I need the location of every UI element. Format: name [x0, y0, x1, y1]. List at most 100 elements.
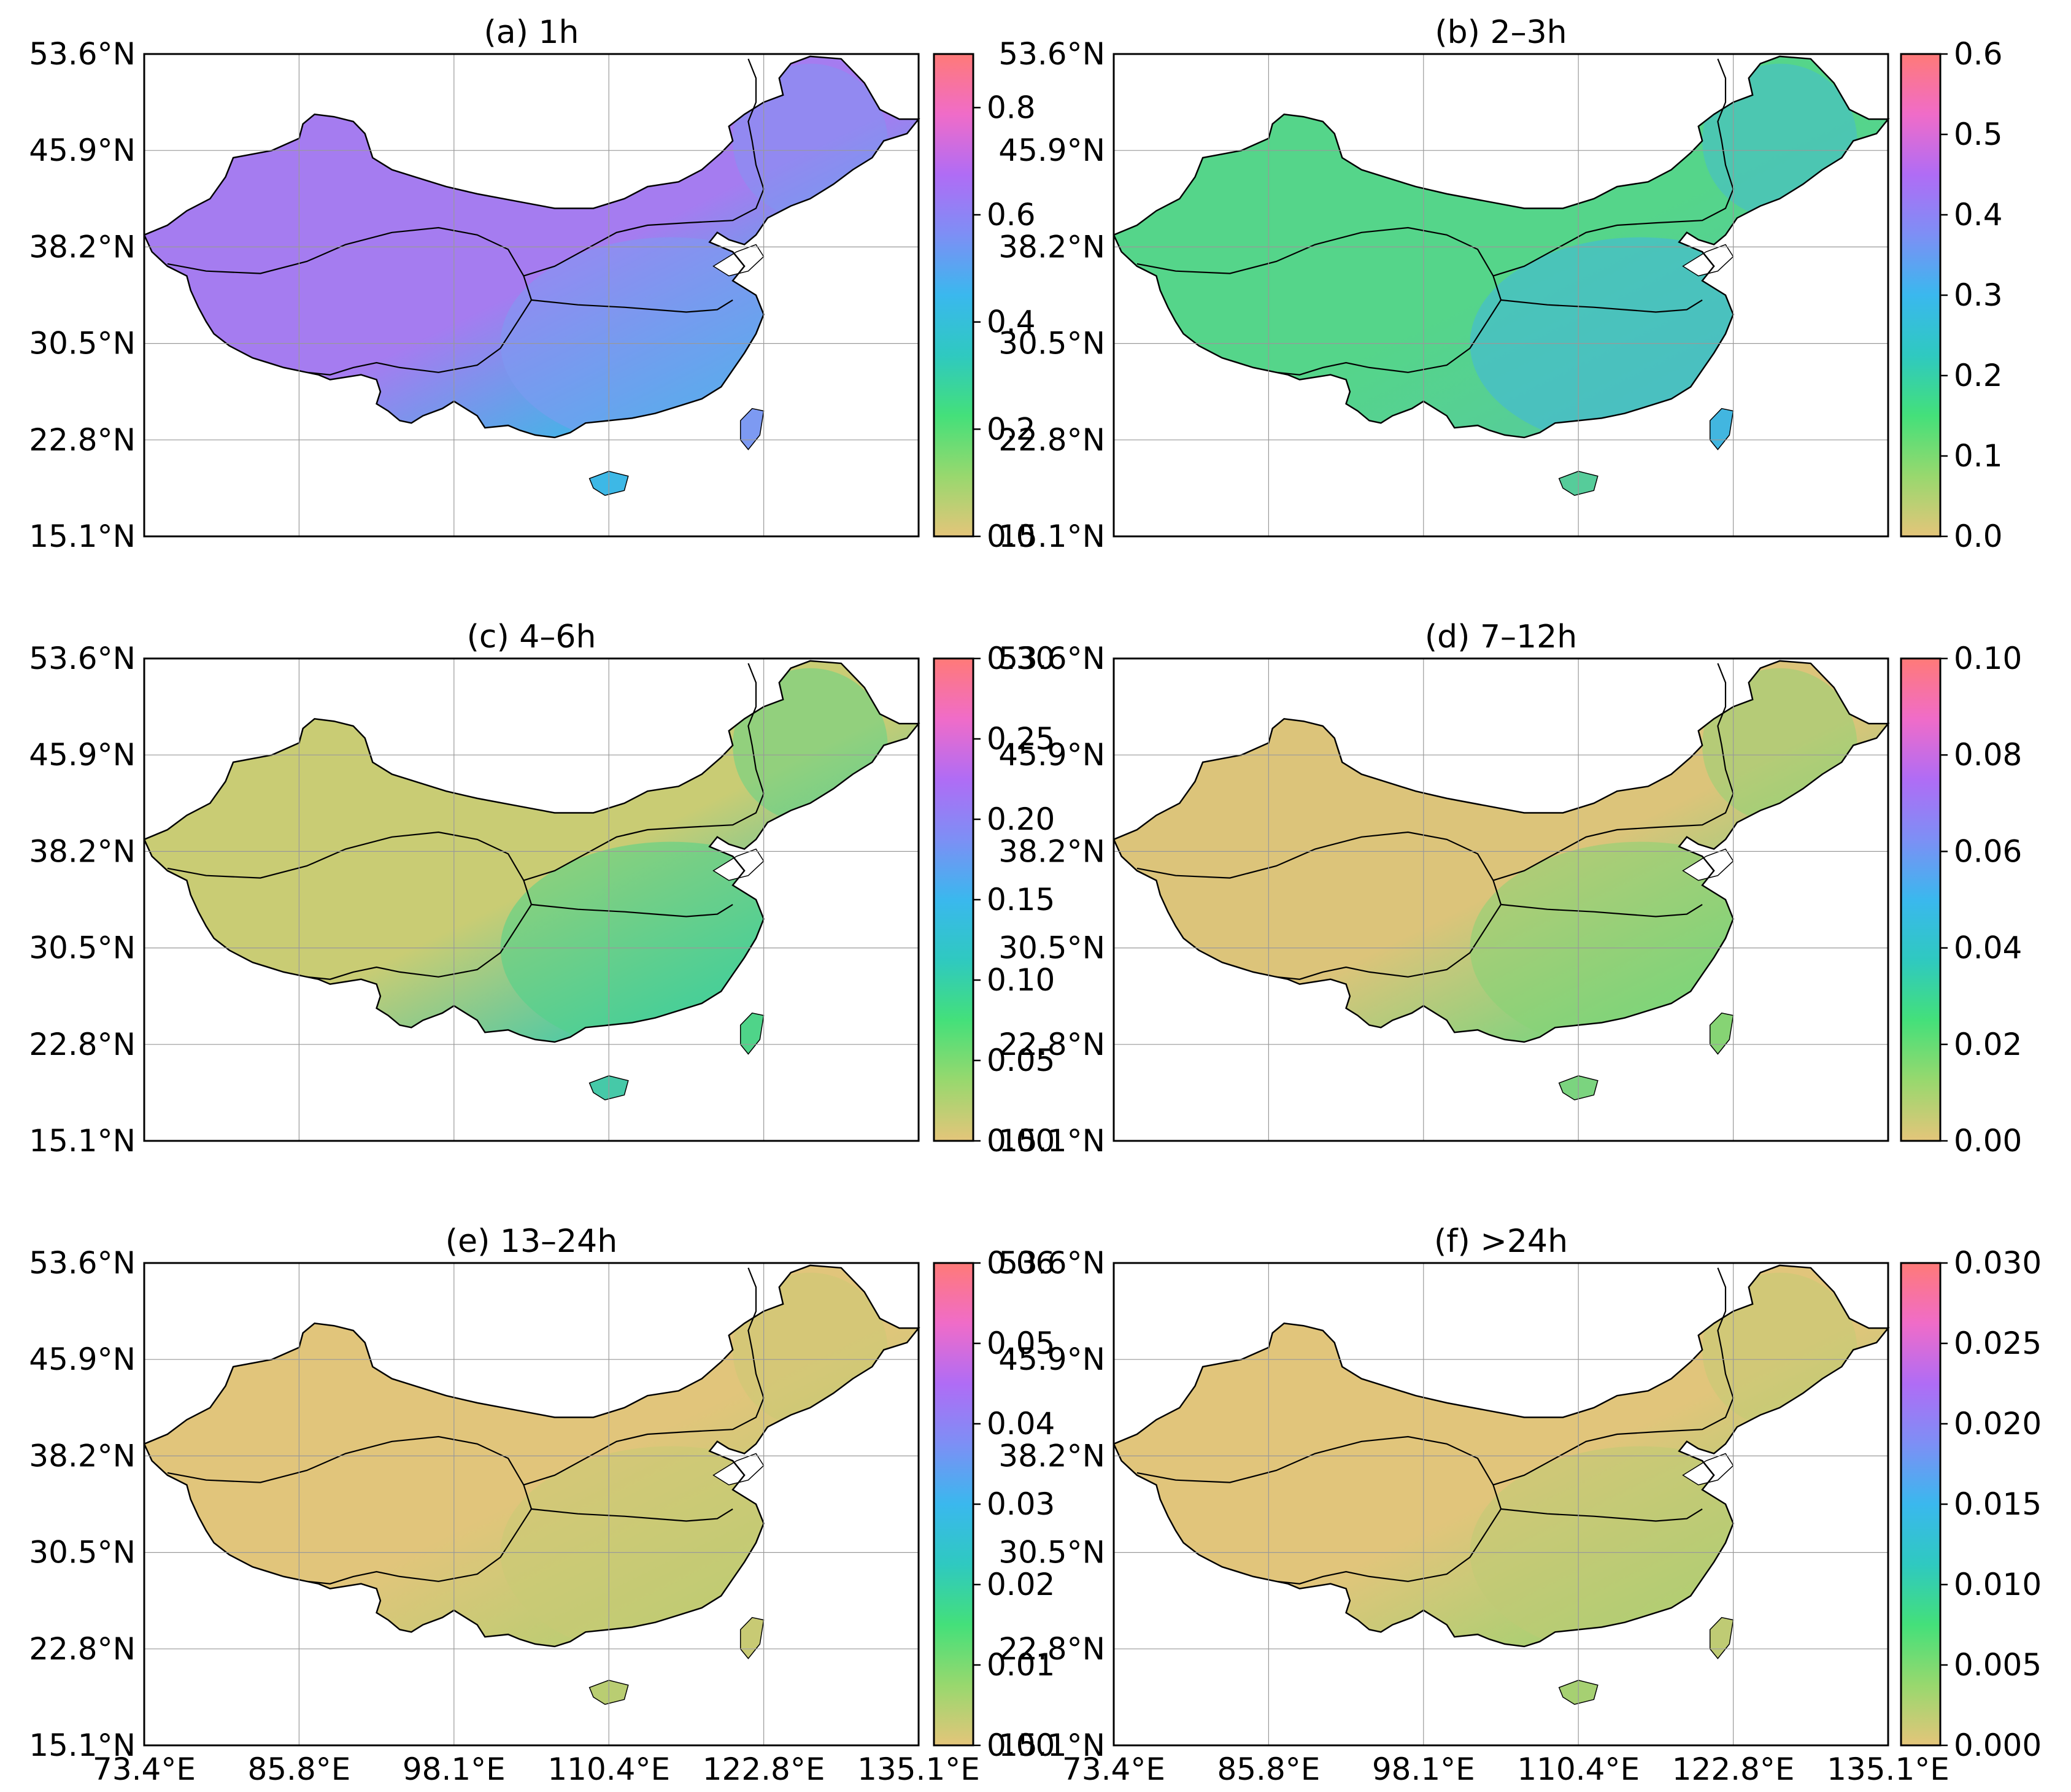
colorbar-tick-e-0: 0.00 — [987, 1728, 1055, 1763]
lat-tick-b-4: 22.8°N — [998, 422, 1105, 458]
colorbar-tick-a-1: 0.2 — [987, 411, 1036, 447]
region-boundary-b-3 — [1493, 188, 1734, 277]
lat-tick-b-1: 45.9°N — [998, 133, 1105, 168]
lon-tick-e-4: 122.8°E — [703, 1751, 825, 1787]
taiwan-f — [1709, 1616, 1734, 1659]
region-boundary-d-2 — [1500, 903, 1703, 917]
colorbar-tick-f-6: 0.030 — [1954, 1245, 2042, 1281]
panel-title-a: (a) 1h — [484, 14, 579, 51]
lat-tick-f-1: 45.9°N — [998, 1342, 1105, 1377]
lat-tick-c-1: 45.9°N — [29, 737, 136, 773]
taiwan-b — [1709, 407, 1734, 450]
region-boundary-c-3 — [523, 793, 765, 881]
colorbar-tick-d-0: 0.00 — [1954, 1123, 2022, 1159]
colorbar-tick-a-2: 0.4 — [987, 304, 1036, 340]
colorbar-tick-d-4: 0.08 — [1954, 737, 2022, 773]
colorbar-tick-b-4: 0.4 — [1954, 197, 2003, 233]
region-boundary-a-2 — [531, 299, 733, 313]
taiwan-e — [739, 1616, 765, 1659]
lat-tick-e-2: 38.2°N — [29, 1438, 136, 1473]
lon-tick-e-1: 85.8°E — [247, 1751, 350, 1787]
lat-tick-a-5: 15.1°N — [29, 519, 136, 554]
lat-tick-a-1: 45.9°N — [29, 133, 136, 168]
lon-tick-e-2: 98.1°E — [403, 1751, 506, 1787]
lat-tick-c-2: 38.2°N — [29, 833, 136, 869]
colorbar-f — [1900, 1262, 1942, 1747]
region-boundary-e-3 — [523, 1397, 765, 1486]
country-outline-a — [143, 55, 920, 439]
lat-tick-a-0: 53.6°N — [29, 36, 136, 72]
lat-tick-f-2: 38.2°N — [998, 1438, 1105, 1473]
colorbar-tick-d-2: 0.04 — [1954, 930, 2022, 966]
map-panel-f: (f) >24h 53.6°N 45.9°N 38.2°N 30.5°N 22.8°N 15… — [998, 1223, 2042, 1787]
colorbar-tick-e-5: 0.05 — [987, 1326, 1055, 1361]
colorbar-tick-c-3: 0.15 — [987, 882, 1055, 917]
region-boundary-b-2 — [1500, 299, 1703, 313]
colorbar-a — [933, 53, 974, 538]
map-panel-d: (d) 7–12h 53.6°N 45.9°N 38.2°N 30.5°N 22.8°N 1… — [998, 619, 2022, 1159]
colorbar-tick-e-2: 0.02 — [987, 1567, 1055, 1602]
lat-tick-a-2: 38.2°N — [29, 229, 136, 265]
lat-tick-d-4: 22.8°N — [998, 1027, 1105, 1062]
lat-tick-d-1: 45.9°N — [998, 737, 1105, 773]
lon-tick-e-5: 135.1°E — [857, 1751, 980, 1787]
region-boundary-f-2 — [1500, 1508, 1703, 1522]
map-frame-a — [143, 53, 920, 538]
lon-tick-f-1: 85.8°E — [1217, 1751, 1320, 1787]
taiwan-c — [739, 1012, 765, 1055]
colorbar-tick-f-2: 0.010 — [1954, 1567, 2042, 1602]
region-boundary-c-4 — [747, 663, 765, 794]
colorbar-tick-d-3: 0.06 — [1954, 833, 2022, 869]
taiwan-a — [739, 407, 765, 450]
map-panel-a: (a) 1h 53.6°N 45.9°N 38.2°N 30.5°N 22.8°N 15.1… — [29, 14, 1035, 554]
lat-tick-f-4: 22.8°N — [998, 1631, 1105, 1667]
lat-tick-a-3: 30.5°N — [29, 326, 136, 361]
panel-title-f: (f) >24h — [1434, 1223, 1568, 1260]
region-boundary-f-3 — [1493, 1397, 1734, 1486]
lat-tick-c-3: 30.5°N — [29, 930, 136, 966]
colorbar-tick-f-5: 0.025 — [1954, 1326, 2042, 1361]
lon-tick-f-4: 122.8°E — [1672, 1751, 1795, 1787]
colorbar-tick-c-4: 0.20 — [987, 801, 1055, 837]
colorbar-tick-c-2: 0.10 — [987, 962, 1055, 998]
region-boundary-e-1 — [167, 1435, 533, 1585]
lat-tick-d-2: 38.2°N — [998, 833, 1105, 869]
colorbar-tick-c-6: 0.30 — [987, 641, 1055, 676]
colorbar-tick-a-4: 0.8 — [987, 90, 1036, 125]
colorbar-e — [933, 1262, 974, 1747]
colorbar-tick-c-1: 0.05 — [987, 1043, 1055, 1078]
map-frame-f — [1113, 1262, 1889, 1747]
lat-tick-f-5: 15.1°N — [998, 1728, 1105, 1763]
region-boundary-d-3 — [1493, 793, 1734, 881]
map-frame-d — [1113, 657, 1889, 1142]
panel-title-d: (d) 7–12h — [1425, 619, 1577, 655]
region-boundary-c-2 — [531, 903, 733, 917]
colorbar-tick-b-5: 0.5 — [1954, 117, 2003, 152]
panel-title-c: (c) 4–6h — [467, 619, 596, 655]
colorbar-tick-f-4: 0.020 — [1954, 1406, 2042, 1442]
lat-tick-d-3: 30.5°N — [998, 930, 1105, 966]
colorbar-tick-b-1: 0.1 — [1954, 438, 2003, 474]
colorbar-tick-c-0: 0.00 — [987, 1123, 1055, 1159]
colorbar-tick-b-0: 0.0 — [1954, 519, 2003, 554]
lon-tick-e-0: 73.4°E — [93, 1751, 196, 1787]
lat-tick-c-5: 15.1°N — [29, 1123, 136, 1159]
region-boundary-b-1 — [1136, 226, 1502, 376]
colorbar-tick-f-1: 0.005 — [1954, 1647, 2042, 1683]
lat-tick-f-0: 53.6°N — [998, 1245, 1105, 1281]
lon-tick-f-2: 98.1°E — [1372, 1751, 1475, 1787]
colorbar-tick-b-2: 0.2 — [1954, 358, 2003, 393]
colorbar-tick-e-3: 0.03 — [987, 1486, 1055, 1522]
region-boundary-b-4 — [1717, 58, 1734, 190]
region-boundary-e-4 — [747, 1267, 765, 1399]
country-outline-b — [1113, 55, 1890, 439]
lat-tick-e-1: 45.9°N — [29, 1342, 136, 1377]
lat-tick-d-0: 53.6°N — [998, 641, 1105, 676]
colorbar-tick-b-6: 0.6 — [1954, 36, 2003, 72]
colorbar-tick-e-4: 0.04 — [987, 1406, 1055, 1442]
lat-tick-b-2: 38.2°N — [998, 229, 1105, 265]
colorbar-tick-a-3: 0.6 — [987, 197, 1036, 233]
colorbar-tick-f-0: 0.000 — [1954, 1728, 2042, 1763]
colorbar-tick-f-3: 0.015 — [1954, 1486, 2042, 1522]
